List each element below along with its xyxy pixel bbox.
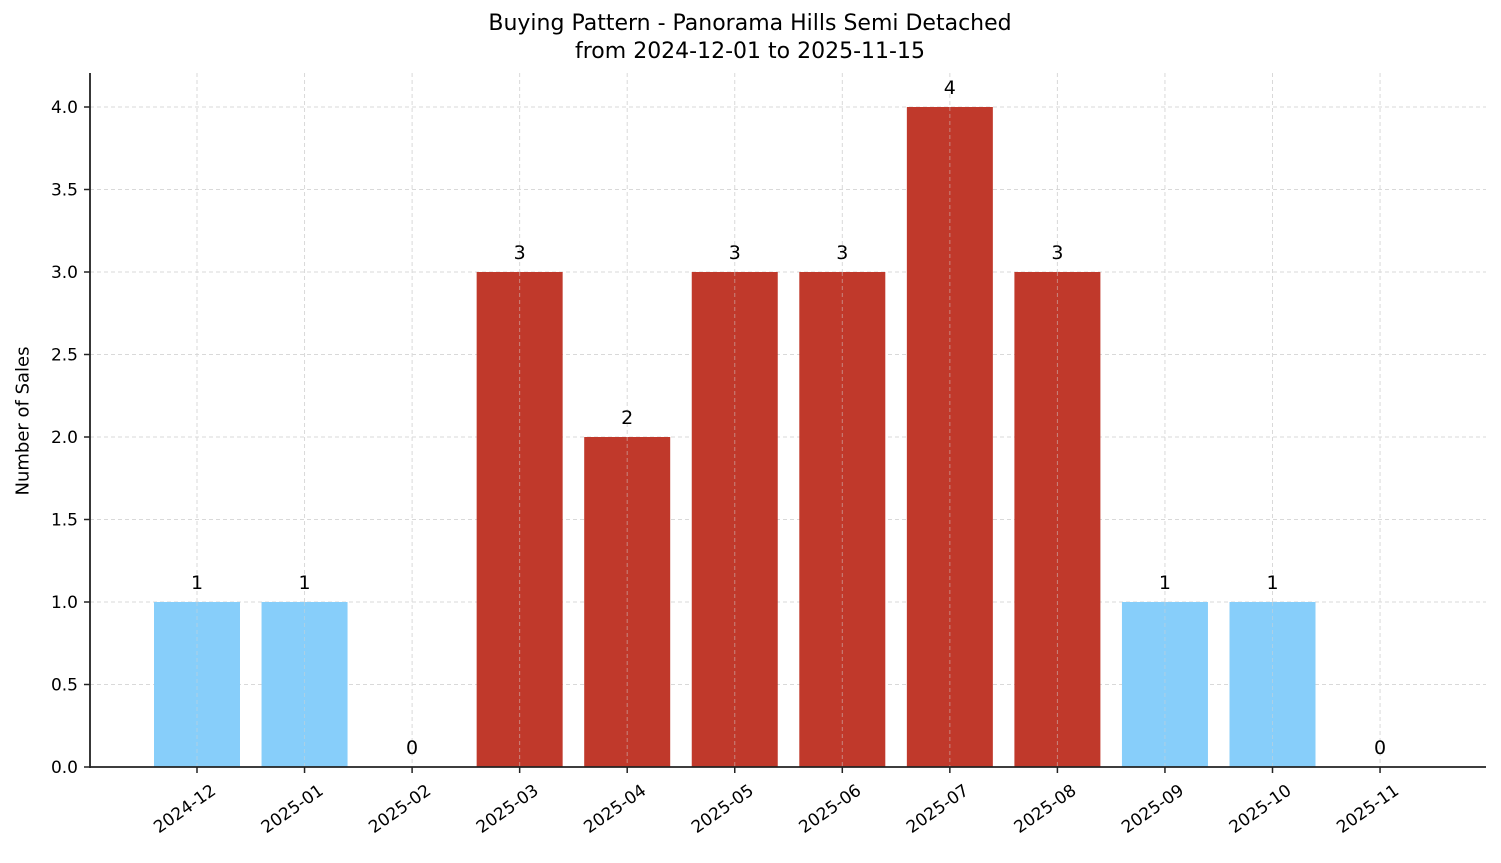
x-tick-label: 2024-12 bbox=[150, 781, 220, 838]
data-label: 3 bbox=[1051, 242, 1063, 264]
y-tick-label: 1.0 bbox=[51, 593, 78, 613]
bars bbox=[154, 107, 1316, 767]
x-tick-label: 2025-11 bbox=[1333, 781, 1403, 838]
chart-title: Buying Pattern - Panorama Hills Semi Det… bbox=[0, 10, 1501, 66]
x-tick-label: 2025-10 bbox=[1226, 781, 1296, 838]
y-tick-label: 3.0 bbox=[51, 263, 78, 283]
y-tick-label: 1.5 bbox=[51, 511, 78, 531]
data-label: 1 bbox=[1266, 572, 1278, 594]
data-label: 0 bbox=[406, 737, 418, 759]
bar-2024-12 bbox=[154, 602, 240, 767]
x-tick-label: 2025-01 bbox=[258, 781, 328, 838]
y-tick-label: 2.0 bbox=[51, 428, 78, 448]
chart-subtitle: from 2024-12-01 to 2025-11-15 bbox=[575, 39, 925, 64]
x-tick-label: 2025-04 bbox=[580, 781, 650, 838]
x-tick-label: 2025-07 bbox=[903, 781, 973, 838]
data-label: 2 bbox=[621, 407, 633, 429]
x-tick-label: 2025-03 bbox=[473, 781, 543, 838]
data-label: 4 bbox=[944, 77, 956, 99]
x-tick-label: 2025-09 bbox=[1118, 781, 1188, 838]
data-label: 3 bbox=[836, 242, 848, 264]
data-label: 1 bbox=[191, 572, 203, 594]
y-tick-label: 0.5 bbox=[51, 676, 78, 696]
x-tick-label: 2025-06 bbox=[796, 781, 866, 838]
y-tick-label: 3.5 bbox=[51, 181, 78, 201]
y-tick-label: 4.0 bbox=[51, 98, 78, 118]
data-label: 3 bbox=[514, 242, 526, 264]
bar-2025-09 bbox=[1121, 602, 1208, 767]
data-label: 0 bbox=[1374, 737, 1386, 759]
y-tick-label: 0.0 bbox=[51, 758, 78, 778]
bar-2025-10 bbox=[1229, 602, 1316, 767]
y-tick-label: 2.5 bbox=[51, 346, 78, 366]
bar-2025-01 bbox=[261, 602, 348, 767]
x-tick-label: 2025-05 bbox=[688, 781, 758, 838]
data-label: 1 bbox=[299, 572, 311, 594]
x-tick-label: 2025-02 bbox=[365, 781, 435, 838]
data-label: 1 bbox=[1159, 572, 1171, 594]
chart-title-main: Buying Pattern - Panorama Hills Semi Det… bbox=[488, 11, 1012, 36]
x-tick-label: 2025-08 bbox=[1011, 781, 1081, 838]
data-labels: 1 1 0 3 2 3 3 4 3 1 1 0 bbox=[191, 77, 1386, 759]
x-axis-ticks: 2024-12 2025-01 2025-02 2025-03 2025-04 2025-… bbox=[150, 767, 1403, 838]
y-axis-ticks: 0.0 0.5 1.0 1.5 2.0 2.5 3.0 3.5 4.0 bbox=[51, 98, 90, 778]
data-label: 3 bbox=[729, 242, 741, 264]
